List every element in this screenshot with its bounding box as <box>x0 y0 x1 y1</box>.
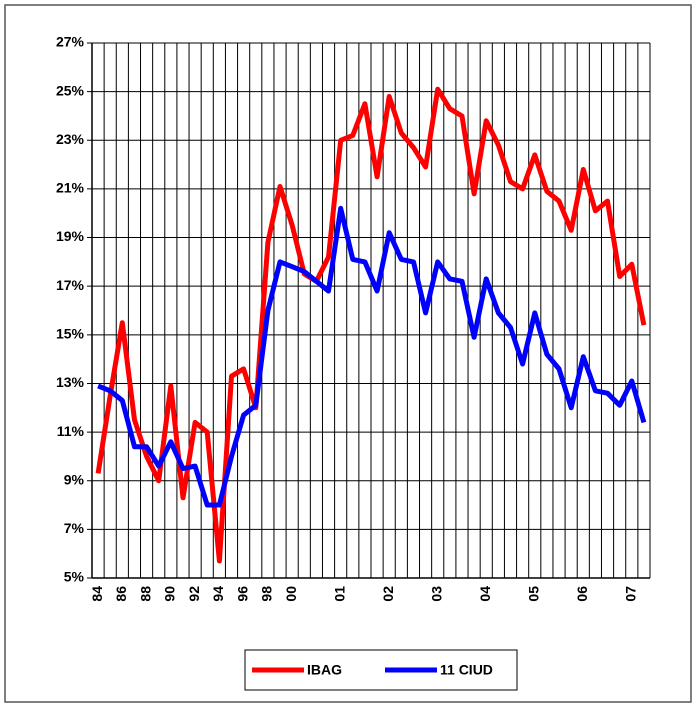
y-tick-label: 27% <box>56 34 85 50</box>
x-tick-label: 07 <box>623 586 639 602</box>
y-tick-label: 17% <box>56 277 85 293</box>
x-tick-label: 02 <box>380 586 396 602</box>
series-line <box>95 86 647 564</box>
y-tick-label: 15% <box>56 326 85 342</box>
legend-label: 11 CIUD <box>440 662 493 678</box>
legend-label: IBAG <box>307 662 342 678</box>
x-tick-label: 06 <box>574 586 590 602</box>
y-tick-label: 13% <box>56 374 85 390</box>
x-tick-label: 90 <box>162 586 178 602</box>
x-tick-label: 92 <box>186 586 202 602</box>
x-tick-label: 96 <box>234 586 250 602</box>
y-tick-label: 21% <box>56 180 85 196</box>
y-tick-label: 9% <box>64 471 85 487</box>
x-tick-label: 00 <box>283 586 299 602</box>
y-tick-label: 23% <box>56 131 85 147</box>
x-tick-label: 84 <box>89 586 105 602</box>
x-tick-label: 05 <box>525 586 541 602</box>
x-tick-label: 98 <box>259 586 275 602</box>
x-tick-label: 04 <box>477 586 493 602</box>
x-tick-label: 94 <box>210 586 226 602</box>
y-tick-label: 5% <box>64 569 85 585</box>
y-tick-label: 25% <box>56 82 85 98</box>
x-tick-label: 86 <box>113 586 129 602</box>
x-tick-label: 01 <box>331 586 347 602</box>
y-tick-label: 7% <box>64 520 85 536</box>
y-tick-label: 11% <box>57 423 85 439</box>
y-tick-label: 19% <box>56 228 85 244</box>
series-line <box>97 205 647 508</box>
x-tick-label: 88 <box>137 586 153 602</box>
x-tick-label: 03 <box>428 586 444 602</box>
